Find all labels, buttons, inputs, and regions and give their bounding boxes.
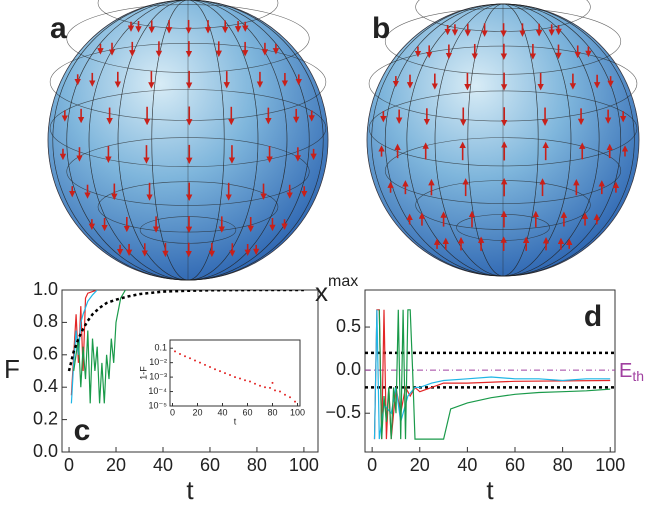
y-axis-label: F xyxy=(4,354,20,384)
x-tick-label: 100 xyxy=(595,455,625,475)
y-tick-label: 0.8 xyxy=(33,311,58,331)
line xyxy=(67,290,304,372)
x-tick-label: 80 xyxy=(553,455,573,475)
x-tick-label: 100 xyxy=(289,455,319,475)
point xyxy=(289,396,291,399)
x-tick-label: 40 xyxy=(457,455,477,475)
point xyxy=(209,366,211,369)
x-tick-label: 20 xyxy=(410,455,430,475)
latitude xyxy=(384,8,622,75)
plot-frame xyxy=(169,339,301,407)
x-tick-label: 20 xyxy=(106,455,126,475)
x-tick-label: 60 xyxy=(242,407,252,417)
x-tick-label: 20 xyxy=(192,407,202,417)
latitude xyxy=(368,90,638,167)
line xyxy=(378,309,611,440)
point xyxy=(294,400,296,403)
y-tick-label: 10⁻⁴ xyxy=(148,386,167,396)
point xyxy=(194,359,196,362)
y-axis-label-main: x xyxy=(315,277,328,307)
y-tick-label: 0.1 xyxy=(154,343,167,353)
point xyxy=(214,368,216,371)
y-tick-label: 0.2 xyxy=(33,408,58,428)
y-tick-label: 0.0 xyxy=(33,441,58,461)
y-tick-label: 10⁻⁵ xyxy=(149,400,168,410)
latitude xyxy=(66,137,310,206)
y-tick-label: 10⁻² xyxy=(149,357,167,367)
point xyxy=(229,373,231,376)
panel-label: b xyxy=(372,12,390,45)
point xyxy=(269,386,271,389)
panel-label: a xyxy=(50,12,67,45)
latitude xyxy=(384,137,622,204)
point xyxy=(239,377,241,380)
y-tick-label: 0.6 xyxy=(33,344,58,364)
point xyxy=(219,370,221,373)
spheres xyxy=(47,0,640,281)
point xyxy=(279,390,281,393)
y-tick-label: −0.5 xyxy=(325,402,361,422)
point xyxy=(274,389,276,392)
point xyxy=(244,379,246,382)
latitude xyxy=(66,4,310,73)
point xyxy=(234,376,236,379)
point xyxy=(259,384,261,387)
x-axis-label: t xyxy=(186,475,194,505)
x-tick-label: 0 xyxy=(367,455,377,475)
x-tick-label: 60 xyxy=(200,455,220,475)
x-tick-label: 0 xyxy=(64,455,74,475)
x-tick-label: 40 xyxy=(217,407,227,417)
y-axis-label-sup: max xyxy=(328,273,358,290)
y-tick-label: 10⁻³ xyxy=(149,371,167,381)
x-tick-label: 40 xyxy=(153,455,173,475)
x-tick-label: 0 xyxy=(170,407,175,417)
latitude xyxy=(49,89,327,167)
point xyxy=(264,386,266,389)
x-tick-label: 80 xyxy=(267,407,277,417)
point xyxy=(204,363,206,366)
y-tick-label: 1.0 xyxy=(33,279,58,299)
x-tick-label: 60 xyxy=(505,455,525,475)
point xyxy=(174,350,176,353)
x-axis-label: t xyxy=(486,475,494,505)
reference-label-main: E xyxy=(619,360,632,382)
point xyxy=(184,355,186,358)
line xyxy=(73,290,126,404)
y-tick-label: 0.5 xyxy=(336,316,361,336)
y-tick-label: 0.4 xyxy=(33,376,58,396)
x-axis-label: t xyxy=(234,416,237,426)
point xyxy=(254,382,256,385)
y-axis-label: xmax xyxy=(315,273,358,307)
reference-label-sub: th xyxy=(632,368,644,384)
point xyxy=(224,372,226,375)
point xyxy=(249,380,251,383)
reference-label: Eth xyxy=(619,360,644,383)
line xyxy=(70,290,98,396)
meridian xyxy=(371,3,635,277)
point xyxy=(271,381,274,384)
x-tick-label: 80 xyxy=(247,455,267,475)
meridian xyxy=(52,0,324,281)
point xyxy=(199,361,201,364)
x-tick-label: 100 xyxy=(290,407,305,417)
y-tick-label: 0.0 xyxy=(336,359,361,379)
point xyxy=(284,393,286,396)
panel-label: d xyxy=(584,300,602,333)
point xyxy=(179,352,181,355)
panel-label: c xyxy=(74,414,91,447)
point xyxy=(189,357,191,360)
y-axis-label: 1-F xyxy=(138,366,148,380)
